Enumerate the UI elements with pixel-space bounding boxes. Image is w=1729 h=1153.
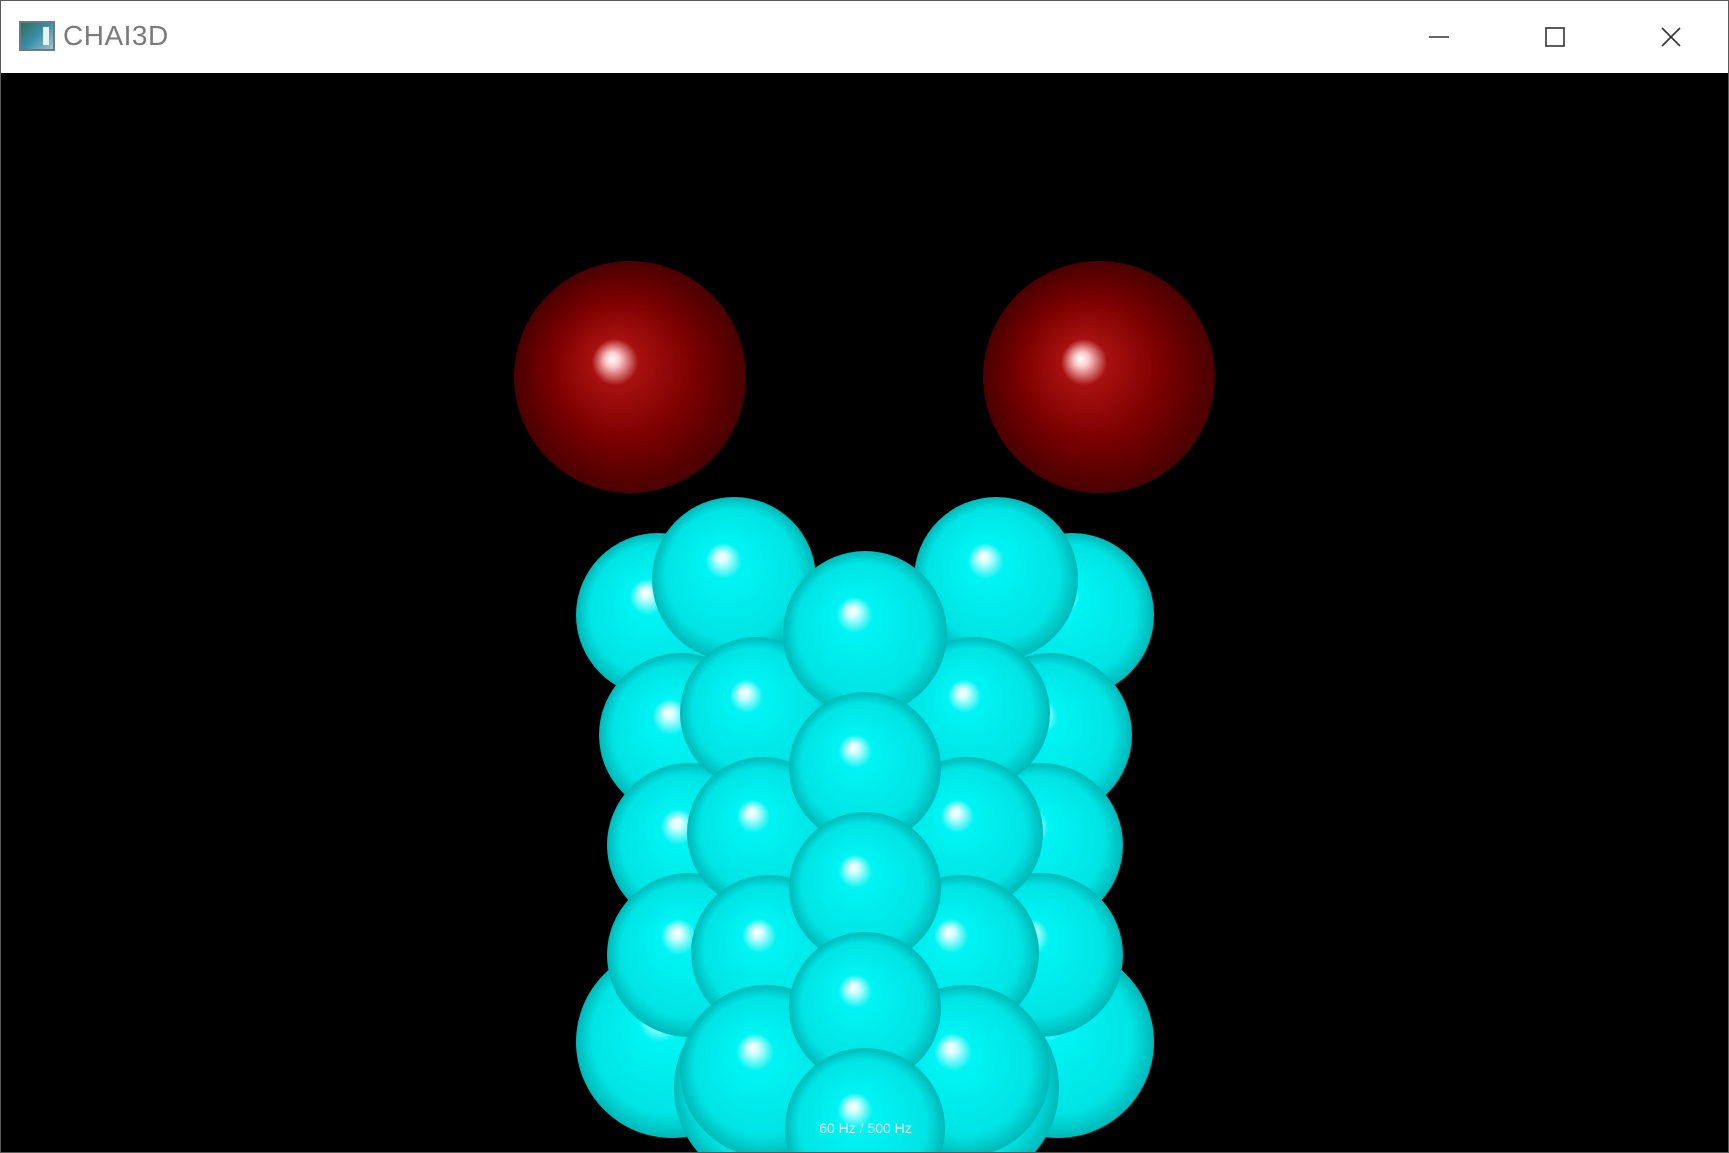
chai3d-app-icon[interactable]	[19, 21, 55, 51]
red-sphere-left	[514, 261, 746, 493]
red-end-spheres	[514, 261, 1215, 493]
sphere	[785, 1048, 945, 1152]
minimize-icon	[1429, 36, 1449, 38]
sphere	[789, 812, 941, 964]
close-button[interactable]	[1613, 1, 1728, 73]
sphere	[652, 497, 816, 661]
sphere	[783, 551, 947, 715]
sphere	[789, 692, 941, 844]
sphere	[914, 497, 1078, 661]
maximize-button[interactable]	[1497, 1, 1613, 73]
title-bar[interactable]: CHAI3D	[1, 1, 1728, 73]
minimize-button[interactable]	[1381, 1, 1497, 73]
haptic-rate-readout: 60 Hz / 500 Hz	[819, 1120, 912, 1136]
close-icon	[1661, 27, 1681, 47]
sphere-scene[interactable]	[1, 73, 1729, 1153]
3d-viewport[interactable]: 60 Hz / 500 Hz	[1, 73, 1729, 1153]
maximize-icon	[1545, 27, 1565, 47]
red-sphere-right	[983, 261, 1215, 493]
window-title: CHAI3D	[63, 20, 169, 51]
sphere	[789, 932, 941, 1084]
cyan-sphere-cluster	[576, 497, 1154, 1152]
